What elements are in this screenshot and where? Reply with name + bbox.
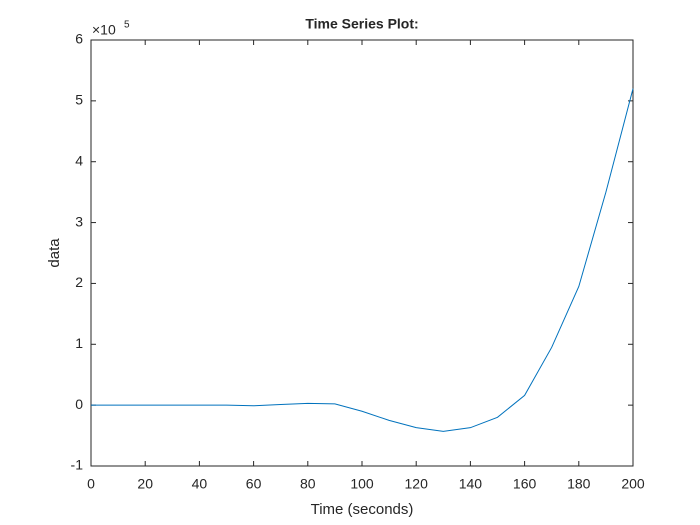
chart-title: Time Series Plot: [305,16,418,32]
x-tick-label: 0 [87,476,95,492]
x-tick-label: 60 [246,476,262,492]
x-tick-label: 180 [567,476,591,492]
y-tick-label: 3 [75,213,83,229]
x-tick-label: 160 [513,476,537,492]
x-tick-label: 40 [192,476,208,492]
y-tick-label: 2 [75,274,83,290]
x-tick-label: 200 [621,476,645,492]
x-tick-label: 80 [300,476,316,492]
y-multiplier: ×10 [92,22,116,38]
y-tick-label: 1 [75,335,83,351]
x-tick-label: 100 [350,476,374,492]
y-tick-label: -1 [71,457,84,473]
x-axis-label: Time (seconds) [311,501,414,518]
y-tick-label: 4 [75,152,83,168]
y-axis-label: data [46,238,63,268]
y-multiplier-exponent: 5 [124,20,130,31]
y-tick-label: 6 [75,31,83,47]
x-tick-label: 120 [405,476,429,492]
axes-box [90,39,634,467]
x-tick-label: 140 [459,476,483,492]
y-tick-label: 5 [75,92,83,108]
x-tick-label: 20 [137,476,153,492]
data-line [91,88,634,432]
y-tick-label: 0 [75,396,83,412]
